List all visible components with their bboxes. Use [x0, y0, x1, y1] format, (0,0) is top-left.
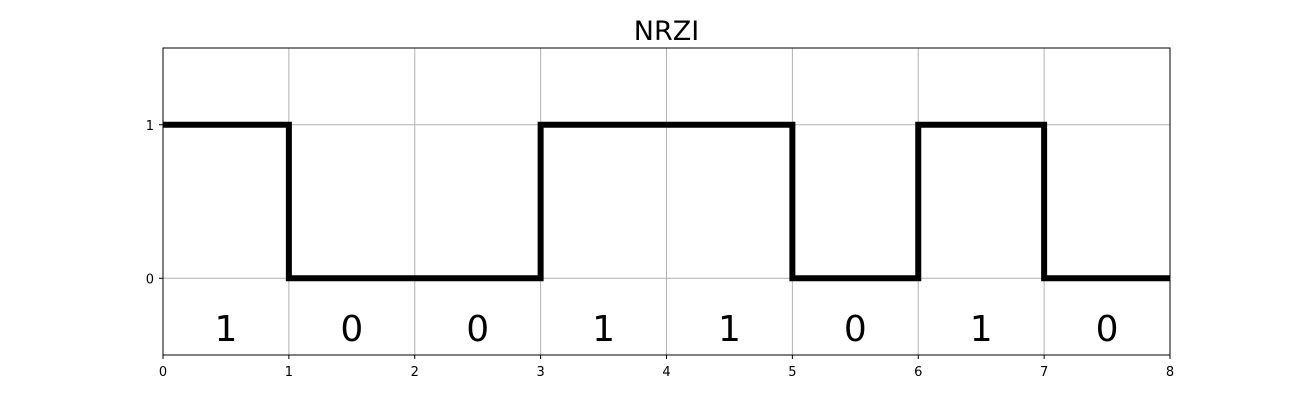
- x-tick-label: 2: [411, 365, 419, 380]
- axes: 0 1 2 3 4 5 6 7 8 0 1: [146, 119, 1174, 380]
- bit-label: 0: [1096, 309, 1119, 350]
- bit-label: 0: [466, 309, 489, 350]
- x-tick-label: 1: [285, 365, 293, 380]
- bit-labels: 1 0 0 1 1 0 1 0: [214, 309, 1118, 350]
- bit-label: 1: [718, 309, 741, 350]
- x-tick-label: 6: [914, 365, 922, 380]
- signal-trace: [163, 121, 1170, 282]
- x-tick-label: 7: [1040, 365, 1048, 380]
- y-tick-label: 0: [146, 272, 154, 287]
- chart-title: NRZI: [634, 16, 699, 47]
- bit-label: 0: [844, 309, 867, 350]
- bit-label: 0: [340, 309, 363, 350]
- y-tick-label: 1: [146, 119, 154, 134]
- x-tick-label: 4: [662, 365, 670, 380]
- bit-label: 1: [214, 309, 237, 350]
- x-tick-label: 0: [159, 365, 167, 380]
- nrzi-signal-line: [163, 121, 1170, 282]
- bit-label: 1: [592, 309, 615, 350]
- x-tick-label: 5: [788, 365, 796, 380]
- bit-label: 1: [970, 309, 993, 350]
- x-tick-label: 8: [1166, 365, 1174, 380]
- x-tick-label: 3: [536, 365, 544, 380]
